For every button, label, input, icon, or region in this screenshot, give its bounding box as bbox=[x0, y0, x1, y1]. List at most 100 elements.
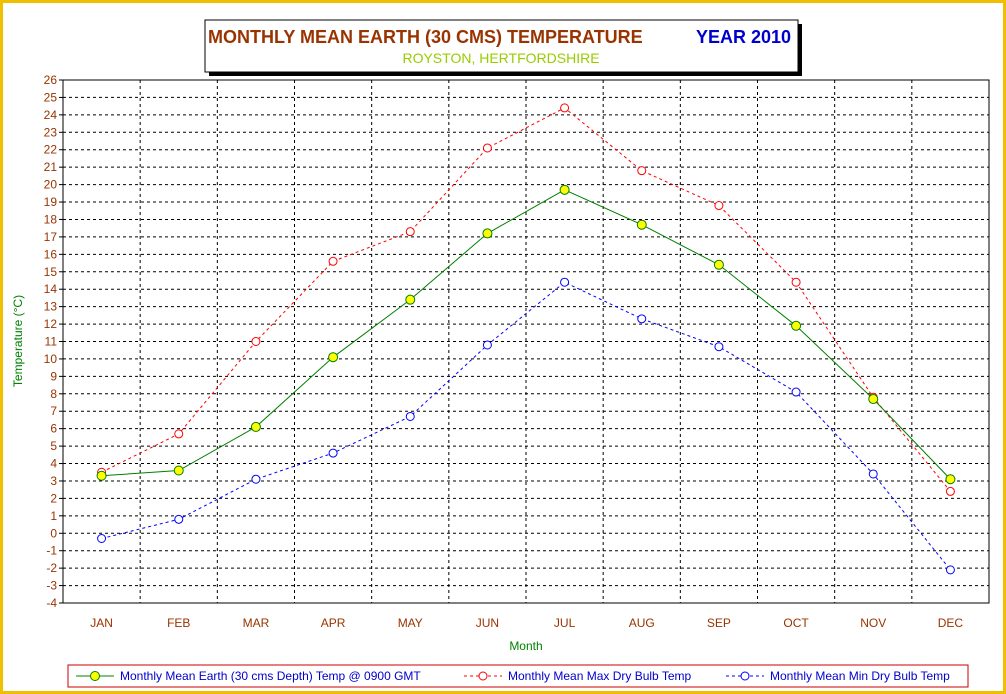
y-tick-label: 26 bbox=[44, 73, 58, 87]
chart-title: MONTHLY MEAN EARTH (30 CMS) TEMPERATURE bbox=[208, 27, 643, 47]
data-point bbox=[791, 277, 801, 287]
data-point bbox=[174, 514, 184, 524]
data-point bbox=[714, 342, 724, 352]
x-tick-label: APR bbox=[321, 616, 346, 630]
data-point bbox=[328, 352, 339, 363]
data-point bbox=[945, 486, 955, 496]
y-tick-label: -1 bbox=[46, 544, 57, 558]
y-tick-label: -3 bbox=[46, 579, 57, 593]
x-tick-label: JAN bbox=[90, 616, 113, 630]
legend-label: Monthly Mean Max Dry Bulb Temp bbox=[508, 669, 692, 683]
data-point bbox=[251, 474, 261, 484]
y-tick-label: 1 bbox=[50, 509, 57, 523]
legend-entry: Monthly Mean Max Dry Bulb Temp bbox=[464, 669, 692, 683]
data-point bbox=[868, 394, 879, 405]
y-tick-label: 20 bbox=[44, 178, 58, 192]
x-tick-label: MAR bbox=[243, 616, 270, 630]
y-tick-label: 13 bbox=[44, 300, 58, 314]
series-1 bbox=[96, 184, 956, 485]
data-point bbox=[174, 429, 184, 439]
y-tick-label: 21 bbox=[44, 160, 58, 174]
series-line bbox=[101, 281, 951, 571]
x-tick-label: JUL bbox=[554, 616, 576, 630]
x-tick-label: NOV bbox=[860, 616, 886, 630]
y-tick-label: -2 bbox=[46, 561, 57, 575]
y-tick-label: 18 bbox=[44, 212, 58, 226]
x-tick-label: OCT bbox=[783, 616, 809, 630]
y-tick-label: 0 bbox=[50, 526, 57, 540]
y-tick-label: 25 bbox=[44, 90, 58, 104]
data-point bbox=[637, 166, 647, 176]
y-tick-label: 9 bbox=[50, 369, 57, 383]
data-point bbox=[945, 474, 956, 485]
legend-marker bbox=[90, 671, 100, 681]
y-tick-label: 6 bbox=[50, 422, 57, 436]
y-tick-label: 23 bbox=[44, 125, 58, 139]
data-point bbox=[482, 340, 492, 350]
data-point bbox=[791, 320, 802, 331]
legend-marker bbox=[478, 671, 488, 681]
y-tick-label: 19 bbox=[44, 195, 58, 209]
data-point bbox=[405, 294, 416, 305]
x-tick-label: FEB bbox=[167, 616, 190, 630]
x-tick-label: JUN bbox=[476, 616, 499, 630]
x-tick-label: MAY bbox=[398, 616, 423, 630]
y-tick-label: 11 bbox=[45, 335, 58, 349]
data-point bbox=[251, 337, 261, 346]
legend-marker bbox=[740, 671, 750, 681]
legend-entry: Monthly Mean Earth (30 cms Depth) Temp @… bbox=[76, 669, 421, 683]
y-tick-label: 3 bbox=[50, 474, 57, 488]
y-tick-label: 22 bbox=[44, 143, 58, 157]
y-tick-labels: 2625242322212019181716151413121110987654… bbox=[44, 73, 63, 610]
legend-entry: Monthly Mean Min Dry Bulb Temp bbox=[726, 669, 950, 683]
grid bbox=[63, 80, 989, 603]
data-point bbox=[405, 227, 415, 237]
data-point bbox=[714, 201, 724, 211]
y-axis-title: Temperature (°C) bbox=[11, 295, 25, 387]
y-tick-label: 8 bbox=[50, 387, 57, 401]
x-tick-labels: JAN FEB MAR APR MAY JUN JUL AUG SEP OCT NOV DEC bbox=[90, 616, 963, 630]
chart-year: YEAR 2010 bbox=[696, 27, 791, 47]
series-layer bbox=[96, 103, 956, 575]
y-tick-label: 5 bbox=[50, 439, 57, 453]
data-point bbox=[405, 411, 415, 421]
data-point bbox=[328, 448, 338, 458]
data-point bbox=[482, 143, 492, 153]
title-box bbox=[204, 19, 799, 73]
chart-subtitle: ROYSTON, HERTFORDSHIRE bbox=[402, 50, 599, 66]
series-line bbox=[101, 189, 951, 480]
x-tick-label: DEC bbox=[938, 616, 964, 630]
series-3 bbox=[97, 277, 955, 575]
y-tick-label: 2 bbox=[50, 491, 57, 505]
legend-label: Monthly Mean Min Dry Bulb Temp bbox=[770, 669, 950, 683]
data-point bbox=[482, 228, 493, 239]
y-tick-label: 17 bbox=[44, 230, 58, 244]
y-tick-label: 24 bbox=[44, 108, 58, 122]
x-tick-label: AUG bbox=[629, 616, 655, 630]
x-axis-title: Month bbox=[509, 639, 542, 653]
series-line bbox=[101, 107, 951, 492]
y-tick-label: 12 bbox=[44, 317, 58, 331]
data-point bbox=[328, 256, 338, 266]
y-tick-label: 16 bbox=[44, 247, 58, 261]
legend bbox=[67, 664, 969, 688]
data-point bbox=[560, 103, 570, 113]
x-tick-label: SEP bbox=[707, 616, 731, 630]
y-tick-label: -4 bbox=[46, 596, 57, 610]
data-point bbox=[945, 565, 955, 575]
data-point bbox=[637, 314, 647, 324]
data-point bbox=[636, 219, 647, 230]
data-point bbox=[96, 470, 107, 481]
y-tick-label: 10 bbox=[44, 352, 58, 366]
data-point bbox=[791, 387, 801, 397]
data-point bbox=[713, 259, 724, 270]
data-point bbox=[250, 421, 261, 432]
y-tick-label: 4 bbox=[50, 457, 57, 471]
data-point bbox=[560, 277, 570, 287]
y-tick-label: 14 bbox=[44, 282, 58, 296]
y-tick-label: 15 bbox=[44, 265, 58, 279]
legend-label: Monthly Mean Earth (30 cms Depth) Temp @… bbox=[120, 669, 421, 683]
y-tick-label: 7 bbox=[50, 404, 57, 418]
legend-items: Monthly Mean Earth (30 cms Depth) Temp @… bbox=[76, 669, 950, 683]
